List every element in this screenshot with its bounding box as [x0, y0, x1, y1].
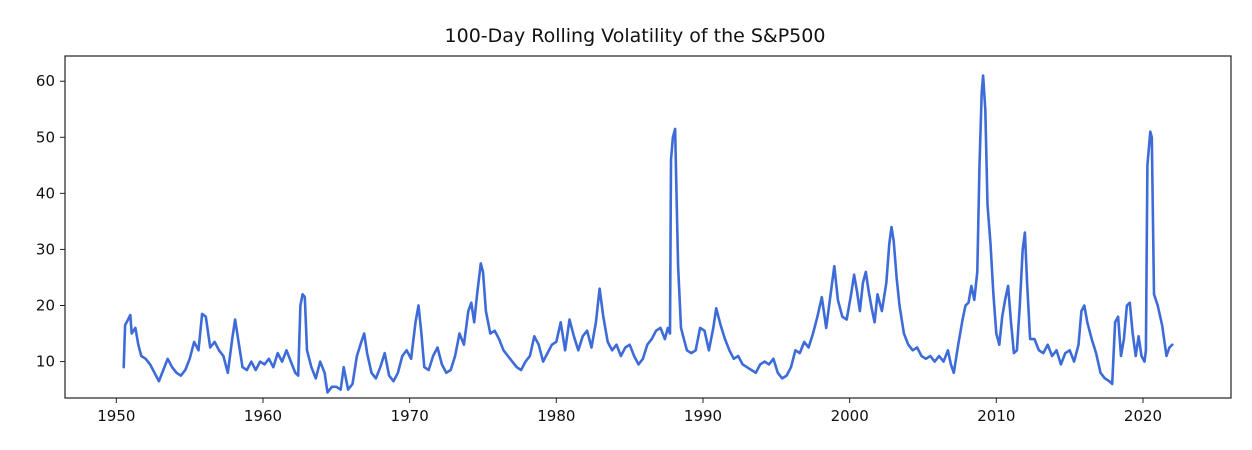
x-tick-label: 1950: [97, 407, 135, 425]
x-tick-label: 1990: [684, 407, 722, 425]
y-tick-label: 60: [36, 72, 55, 90]
volatility-series-line: [122, 74, 1174, 394]
y-tick-label: 30: [36, 240, 55, 258]
x-tick-label: 1980: [537, 407, 575, 425]
y-tick-label: 20: [36, 296, 55, 314]
chart-title: 100-Day Rolling Volatility of the S&P500: [445, 25, 826, 47]
axis-ticks: 1950 1960 1970 1980 1990 2000 2010 2020 10 20 30 40…: [36, 72, 1162, 425]
x-tick-label: 1960: [244, 407, 282, 425]
y-tick-label: 10: [36, 353, 55, 371]
y-tick-label: 50: [36, 128, 55, 146]
x-tick-label: 2010: [977, 407, 1015, 425]
plot-area-frame: [64, 55, 1232, 399]
x-tick-label: 2000: [831, 407, 869, 425]
y-tick-label: 40: [36, 184, 55, 202]
series-group: [122, 74, 1174, 394]
x-tick-label: 1970: [391, 407, 429, 425]
x-tick-label: 2020: [1124, 407, 1162, 425]
